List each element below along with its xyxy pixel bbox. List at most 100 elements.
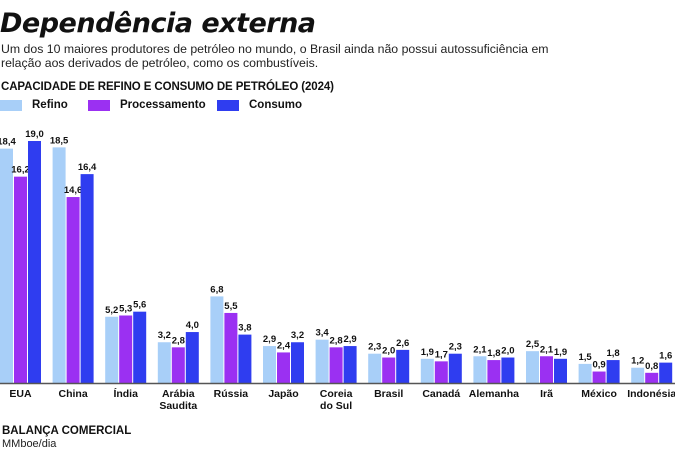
data-label-consumo-indonesia: 1,6 <box>659 351 672 362</box>
data-label-consumo-arabia-saudita: 4,0 <box>186 320 199 331</box>
bar-consumo-canada <box>448 353 462 383</box>
data-label-consumo-coreia-do-sul: 2,9 <box>343 334 356 345</box>
category-label-arabia-saudita: Arábia Saudita <box>159 388 197 412</box>
data-label-consumo-eua: 19,0 <box>25 129 44 140</box>
category-label-canada: Canadá <box>422 388 460 400</box>
data-label-consumo-japao: 3,2 <box>291 330 304 341</box>
data-label-refino-brasil: 2,3 <box>368 342 381 353</box>
bar-processamento-coreia-do-sul <box>329 347 343 383</box>
data-label-consumo-russia: 3,8 <box>238 323 251 334</box>
bar-processamento-china <box>66 197 80 383</box>
bar-group-japao: 2,92,43,2 Japão <box>263 330 304 400</box>
data-label-consumo-brasil: 2,6 <box>396 338 409 349</box>
data-label-refino-canada: 1,9 <box>421 347 434 358</box>
bar-consumo-indonesia <box>659 362 673 383</box>
bar-group-brasil: 2,3 2,02,6 Brasil <box>368 338 409 400</box>
bar-processamento-russia <box>224 312 238 383</box>
bar-refino-russia <box>210 296 224 383</box>
bar-refino-japao <box>263 346 276 383</box>
data-label-refino-indonesia: 1,2 <box>631 356 644 367</box>
bar-refino-eua <box>0 148 13 383</box>
data-label-processamento-china: 14,6 <box>64 185 83 196</box>
category-label-ira: Irã <box>540 388 553 400</box>
bar-refino-brasil <box>368 353 382 383</box>
bar-group-ira: 2,5 2,1 1,9 Irã <box>526 339 567 400</box>
data-label-consumo-mexico: 1,8 <box>606 348 619 359</box>
bar-group-china: 18,5 14,6 16,4 China <box>50 135 97 400</box>
data-label-processamento-mexico: 0,9 <box>592 360 605 371</box>
legend-label-consumo: Consumo <box>249 99 303 111</box>
category-label-china: China <box>59 388 88 400</box>
bar-consumo-ira <box>554 358 567 383</box>
category-label-alemanha: Alemanha <box>469 388 519 400</box>
data-label-refino-coreia-do-sul: 3,4 <box>315 328 329 339</box>
category-label-indonesia: Indonésia <box>627 388 675 400</box>
bar-group-coreia-do-sul: 3,42,8 2,9 Coreia do Sul <box>315 328 356 412</box>
bar-refino-arabia-saudita <box>157 342 171 383</box>
bar-refino-india <box>105 316 119 383</box>
bar-group-russia: 6,85,53,8 Rússia <box>210 284 251 400</box>
data-label-processamento-brasil: 2,0 <box>382 346 395 357</box>
legend-swatch-refino <box>0 99 22 111</box>
bar-group-mexico: 1,50,91,8 México <box>578 348 619 400</box>
bar-group-eua: 18,4 16,2 19,0 EUA <box>0 129 44 400</box>
page-subtitle: Um dos 10 maiores produtores de petróleo… <box>1 42 549 70</box>
category-label-russia: Rússia <box>214 388 249 400</box>
data-label-processamento-indonesia: 0,8 <box>645 361 658 372</box>
bar-refino-indonesia <box>631 367 645 383</box>
data-label-refino-japao: 2,9 <box>263 334 276 345</box>
legend-swatch-consumo <box>217 99 239 111</box>
bar-processamento-indonesia <box>645 372 659 383</box>
bar-group-canada: 1,9 1,72,3 Canadá <box>421 342 462 400</box>
chart-title: CAPACIDADE DE REFINO E CONSUMO DE PETRÓL… <box>1 81 334 93</box>
category-label-india: Índia <box>113 387 138 400</box>
bar-processamento-brasil <box>382 357 396 383</box>
category-label-coreia-do-sul: Coreia do Sul <box>320 388 353 412</box>
data-label-consumo-alemanha: 2,0 <box>501 346 514 357</box>
bar-consumo-eua <box>28 141 41 383</box>
data-label-consumo-india: 5,6 <box>133 300 146 311</box>
bar-processamento-ira <box>540 356 553 383</box>
bar-group-indonesia: 1,2 0,81,6 Indonésia <box>627 351 675 400</box>
data-label-refino-india: 5,2 <box>105 305 118 316</box>
data-label-processamento-ira: 2,1 <box>540 344 554 355</box>
data-label-refino-arabia-saudita: 3,2 <box>158 330 171 341</box>
data-label-refino-alemanha: 2,1 <box>473 344 487 355</box>
data-label-processamento-alemanha: 1,8 <box>487 348 500 359</box>
page-title: Dependência externa <box>0 8 316 39</box>
bar-processamento-arabia-saudita <box>171 347 185 383</box>
bar-consumo-coreia-do-sul <box>343 346 357 383</box>
footer-unit: MMboe/dia <box>2 438 57 450</box>
bar-consumo-mexico <box>606 360 620 383</box>
bar-consumo-russia <box>238 334 252 383</box>
bar-group-arabia-saudita: 3,2 2,84,0 Arábia Saudita <box>158 320 199 412</box>
legend-item-processamento: Processamento <box>88 99 206 111</box>
legend-label-processamento: Processamento <box>120 99 206 111</box>
category-label-eua: EUA <box>9 388 32 400</box>
bar-consumo-japao <box>291 342 304 383</box>
bar-processamento-india <box>119 315 133 383</box>
bar-processamento-mexico <box>592 371 606 383</box>
data-label-refino-eua: 18,4 <box>0 137 16 148</box>
data-label-consumo-canada: 2,3 <box>449 342 462 353</box>
data-label-processamento-india: 5,3 <box>119 303 132 314</box>
data-label-processamento-canada: 1,7 <box>435 349 448 360</box>
data-label-processamento-arabia-saudita: 2,8 <box>172 335 185 346</box>
data-label-refino-ira: 2,5 <box>526 339 540 350</box>
data-label-refino-russia: 6,8 <box>210 284 223 295</box>
bar-refino-alemanha <box>473 356 487 383</box>
bar-consumo-brasil <box>396 349 410 383</box>
legend-item-consumo: Consumo <box>217 99 302 111</box>
bar-refino-coreia-do-sul <box>315 339 329 383</box>
bar-refino-mexico <box>578 363 592 383</box>
legend-label-refino: Refino <box>32 99 68 111</box>
category-label-japao: Japão <box>268 388 298 400</box>
bar-refino-canada <box>420 358 434 383</box>
data-label-processamento-coreia-do-sul: 2,8 <box>329 335 342 346</box>
data-label-processamento-eua: 16,2 <box>11 165 30 176</box>
category-label-mexico: México <box>581 388 617 400</box>
data-label-refino-china: 18,5 <box>50 135 69 146</box>
bar-processamento-japao <box>277 352 290 383</box>
legend-swatch-processamento <box>88 99 110 111</box>
